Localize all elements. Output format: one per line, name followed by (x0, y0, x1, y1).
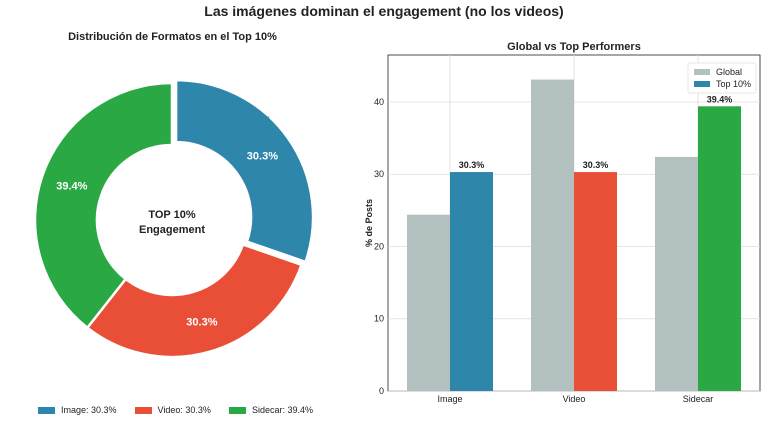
donut-annotation-label: Imágenes (220, 132, 285, 148)
y-tick-label: 10 (374, 314, 384, 324)
bar-value-label-video: 30.3% (583, 160, 609, 170)
x-tick-label: Video (563, 394, 586, 404)
legend-label: Video: 30.3% (157, 405, 211, 415)
bar-chart-title: Global vs Top Performers (507, 41, 641, 53)
donut-slice-label-image: 30.3% (247, 151, 278, 163)
bar-top10-sidecar (698, 106, 741, 391)
legend-item-image: Image: 30.3% (38, 405, 117, 415)
bar-global-image (407, 214, 450, 391)
donut-slice-video (85, 242, 304, 359)
bar-value-label-image: 30.3% (459, 160, 485, 170)
y-tick-label: 20 (374, 241, 384, 251)
x-tick-label: Sidecar (683, 394, 714, 404)
legend-label: Global (716, 67, 742, 77)
figure-title: Las imágenes dominan el engagement (no l… (204, 3, 564, 19)
legend-swatch (134, 406, 152, 414)
legend-swatch (694, 69, 710, 75)
bar-global-sidecar (655, 156, 698, 391)
legend-item-video: Video: 30.3% (134, 405, 211, 415)
bar-legend: Global Top 10% (687, 62, 757, 94)
y-axis-label: % de Posts (364, 199, 374, 247)
bar-value-label-sidecar: 39.4% (707, 94, 733, 104)
y-tick-label: 30 (374, 169, 384, 179)
legend-swatch (694, 81, 710, 87)
legend-item-sidecar: Sidecar: 39.4% (228, 405, 313, 415)
legend-swatch (38, 406, 55, 414)
legend-label: Image: 30.3% (61, 405, 117, 415)
bar-global-video (531, 79, 574, 391)
donut-chart-title: Distribución de Formatos en el Top 10% (68, 31, 277, 43)
donut-slice-label-sidecar: 39.4% (56, 180, 87, 192)
donut-slice-label-video: 30.3% (186, 317, 217, 329)
x-tick-label: Image (437, 394, 462, 404)
donut-slice-image (174, 78, 315, 264)
bar-top10-video (574, 172, 617, 391)
donut-center-label-line1: TOP 10% (148, 209, 196, 221)
legend-swatch (228, 406, 246, 414)
y-tick-label: 40 (374, 97, 384, 107)
legend-label: Sidecar: 39.4% (251, 405, 313, 415)
legend-label: Top 10% (716, 79, 751, 89)
donut-slice-sidecar (33, 81, 174, 330)
donut-legend: Image: 30.3% Video: 30.3% Sidecar: 39.4% (38, 405, 331, 415)
y-tick-label: 0 (379, 386, 384, 396)
bar-top10-image (450, 172, 493, 391)
donut-center-label-line2: Engagement (139, 224, 205, 236)
donut-annotation-percent: 17.8% (232, 113, 272, 129)
